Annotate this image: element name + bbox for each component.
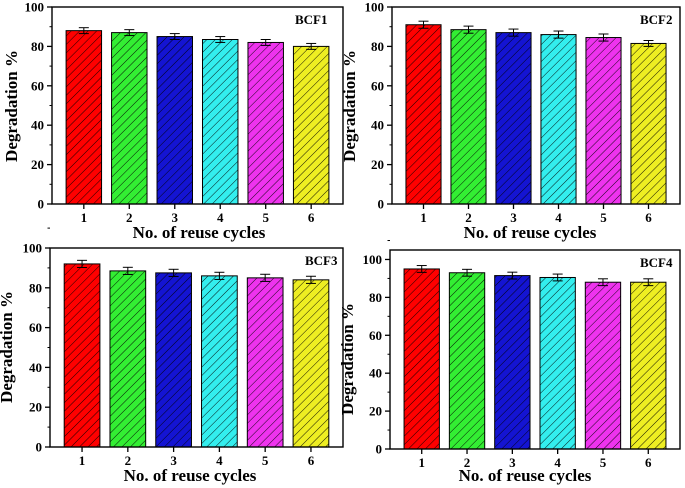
x-tick-label: 6 — [645, 210, 652, 225]
bar-hatch — [449, 272, 485, 449]
plot-frame — [391, 6, 681, 205]
bar-hatch — [405, 24, 442, 205]
y-tick-label: 80 — [369, 290, 382, 305]
y-tick-label: 40 — [29, 360, 42, 375]
x-tick-label: 2 — [464, 455, 471, 470]
x-tick-label: 2 — [465, 210, 472, 225]
y-tick-label: 60 — [31, 78, 44, 93]
bar-hatch — [157, 36, 193, 204]
bar-hatch — [293, 279, 329, 447]
y-tick-label: 20 — [371, 157, 384, 172]
y-tick-label: 0 — [38, 197, 45, 212]
x-tick-label: 1 — [81, 210, 88, 225]
bar-hatch — [293, 46, 329, 205]
y-tick-label: 80 — [29, 280, 42, 295]
chart-panel-bcf4: BCF4 Degradation % No. of reuse cycles 0… — [338, 240, 681, 485]
x-tick-label: 2 — [125, 453, 132, 468]
plot-frame — [51, 6, 344, 205]
x-tick-label: 4 — [554, 455, 561, 470]
bar-hatch — [630, 43, 667, 204]
x-axis-title: No. of reuse cycles — [464, 223, 597, 242]
y-tick-label: 40 — [31, 118, 44, 133]
x-tick-label: 6 — [308, 453, 315, 468]
y-tick-label: 100 — [25, 0, 45, 15]
chart-panel-bcf3: BCF3 Degradation % No. of reuse cycles 0… — [0, 227, 344, 485]
plot-frame — [49, 247, 344, 448]
y-tick-label: 100 — [23, 241, 43, 256]
bar-hatch — [630, 282, 666, 449]
y-tick-label: 60 — [369, 328, 382, 343]
bar-hatch — [111, 32, 148, 204]
x-tick-label: 5 — [262, 453, 269, 468]
x-axis-title: No. of reuse cycles — [124, 466, 257, 485]
x-axis-title: No. of reuse cycles — [133, 223, 266, 242]
x-axis-title: No. of reuse cycles — [459, 466, 592, 485]
bar-hatch — [247, 42, 284, 205]
chart-panel-bcf1: BCF1 Degradation % No. of reuse cycles 0… — [2, 0, 344, 242]
panel-title: BCF1 — [295, 12, 328, 27]
panel-title: BCF3 — [305, 253, 338, 268]
y-axis-title: Degradation % — [340, 50, 359, 162]
bar-hatch — [202, 39, 238, 204]
bar-hatch — [539, 277, 576, 449]
y-tick-label: 0 — [36, 440, 43, 455]
bar-hatch — [585, 37, 622, 204]
y-tick-label: 100 — [365, 0, 385, 15]
x-tick-label: 5 — [262, 210, 269, 225]
y-tick-label: 0 — [376, 442, 383, 457]
y-tick-label: 20 — [29, 400, 42, 415]
y-axis-title: Degradation % — [0, 291, 16, 403]
x-tick-label: 1 — [79, 453, 86, 468]
panel-title: BCF4 — [640, 255, 673, 270]
plot-frame — [389, 249, 681, 450]
x-tick-label: 3 — [510, 210, 517, 225]
bar-hatch — [247, 277, 284, 447]
x-tick-label: 3 — [172, 210, 179, 225]
bar-hatch — [109, 270, 146, 447]
y-axis-title: Degradation % — [338, 303, 357, 415]
bar-hatch — [404, 268, 440, 449]
y-tick-label: 80 — [31, 39, 44, 54]
bar-hatch — [201, 275, 238, 447]
y-tick-label: 20 — [369, 404, 382, 419]
x-tick-label: 3 — [509, 455, 516, 470]
x-tick-label: 1 — [420, 210, 427, 225]
x-tick-label: 3 — [170, 453, 177, 468]
x-tick-label: 6 — [308, 210, 315, 225]
y-tick-label: 60 — [29, 320, 42, 335]
chart-panel-bcf2: BCF2 Degradation % No. of reuse cycles 0… — [340, 0, 681, 242]
x-tick-label: 4 — [216, 453, 223, 468]
x-tick-label: 2 — [126, 210, 133, 225]
bar-hatch — [450, 29, 487, 205]
y-axis-title: Degradation % — [2, 50, 21, 162]
x-tick-label: 4 — [555, 210, 562, 225]
x-tick-label: 5 — [600, 455, 607, 470]
x-tick-label: 6 — [645, 455, 652, 470]
panel-title: BCF2 — [640, 12, 673, 27]
x-tick-label: 1 — [418, 455, 425, 470]
y-tick-label: 0 — [378, 197, 385, 212]
y-tick-label: 40 — [371, 118, 384, 133]
bar-hatch — [495, 32, 532, 204]
y-tick-label: 20 — [31, 157, 44, 172]
y-tick-label: 40 — [369, 366, 382, 381]
bar-hatch — [155, 272, 192, 447]
x-tick-label: 4 — [217, 210, 224, 225]
y-tick-label: 80 — [371, 39, 384, 54]
bar-hatch — [540, 34, 577, 204]
bar-hatch — [64, 263, 100, 447]
x-tick-label: 5 — [600, 210, 607, 225]
bar-hatch — [494, 275, 531, 449]
bar-hatch — [585, 282, 621, 449]
bar-hatch — [66, 30, 102, 204]
y-tick-label: 100 — [363, 252, 383, 267]
y-tick-label: 60 — [371, 78, 384, 93]
